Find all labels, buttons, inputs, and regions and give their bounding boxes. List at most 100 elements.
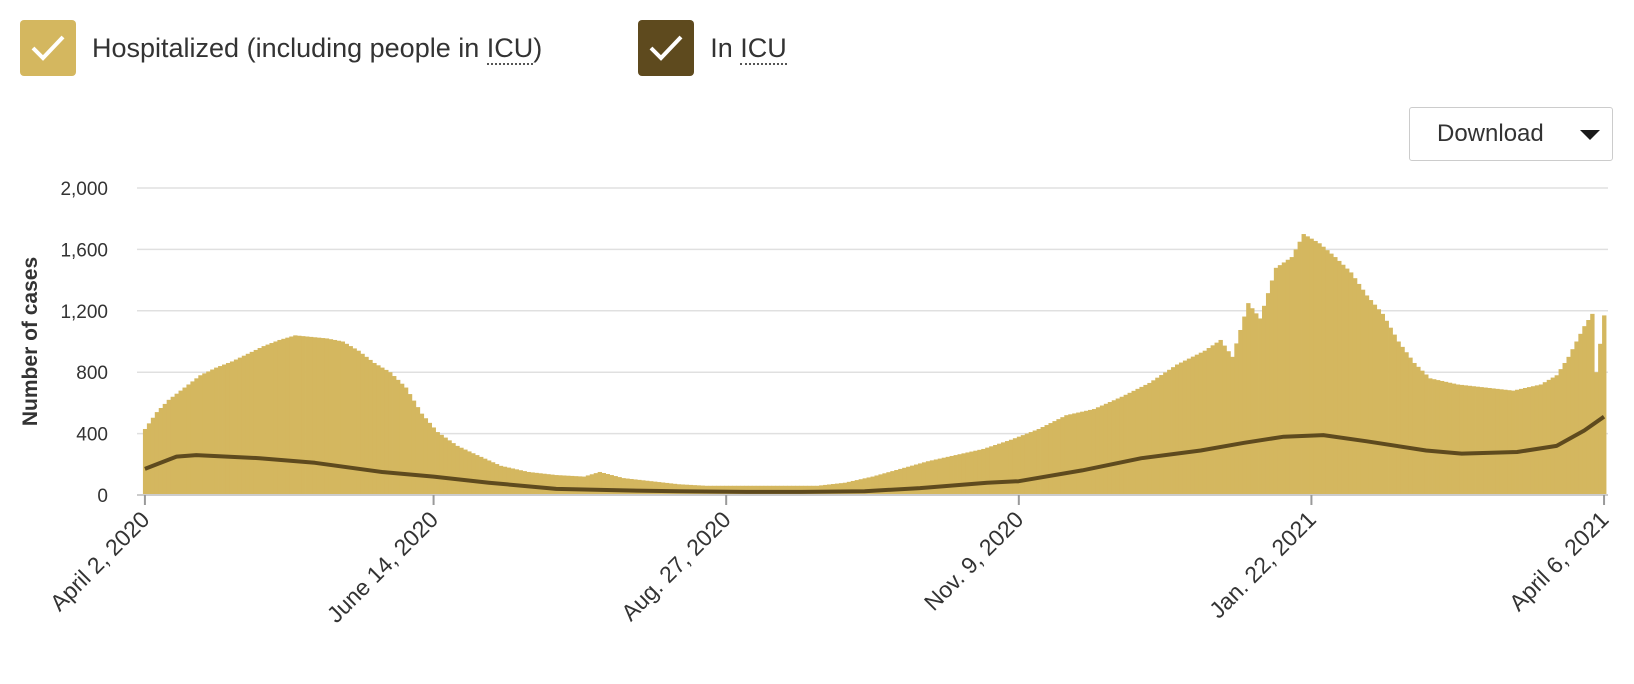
hospitalized-bar	[1341, 264, 1346, 495]
hospitalized-bar	[1206, 348, 1211, 495]
hospitalized-bar	[376, 365, 381, 495]
hospitalized-bar	[206, 371, 211, 495]
hospitalized-bar	[1214, 342, 1219, 495]
hospitalized-bar	[1511, 390, 1516, 495]
hospitalized-bar	[941, 457, 947, 495]
hospitalized-bar	[1048, 423, 1053, 495]
x-tick-label: June 14, 2020	[322, 506, 443, 627]
hospitalized-bar	[846, 481, 852, 495]
hospitalized-bar	[550, 474, 555, 495]
hospitalized-bar	[1163, 372, 1168, 495]
hospitalized-bar	[431, 427, 436, 495]
hospitalized-bar	[1159, 375, 1164, 495]
hospitalized-bar	[653, 481, 658, 495]
hospitalized-bar	[1080, 411, 1085, 495]
hospitalized-bar	[1246, 303, 1251, 495]
hospitalized-bar	[1036, 428, 1041, 495]
hospitalized-bar	[921, 462, 927, 495]
hospitalized-bar	[577, 476, 583, 495]
icu-abbr: ICU	[486, 32, 534, 65]
hospitalized-bar	[336, 340, 342, 495]
hospitalized-bar	[368, 359, 373, 495]
hospitalized-bar	[1348, 272, 1354, 495]
hospitalized-bar	[1368, 300, 1374, 495]
hospitalized-bar	[625, 478, 630, 495]
hospitalized-bar	[597, 471, 603, 495]
hospitalized-bar	[340, 341, 346, 495]
hospitalized-bar	[1479, 387, 1484, 495]
chart-legend: Hospitalized (including people in ICU) I…	[20, 20, 787, 76]
hospitalized-bar	[1586, 320, 1591, 495]
hospitalized-bar	[1400, 346, 1405, 495]
hospitalized-bar	[1182, 360, 1188, 495]
hospitalized-bar	[170, 396, 175, 495]
hospitalized-bar	[1526, 387, 1532, 495]
hospitalized-bar	[293, 335, 298, 495]
download-button[interactable]: Download	[1409, 107, 1613, 161]
hospitalized-bar	[1313, 240, 1318, 495]
hospitalized-bar	[1432, 379, 1437, 495]
hospitalized-bar	[419, 413, 425, 495]
legend-item-hospitalized[interactable]: Hospitalized (including people in ICU)	[20, 20, 542, 76]
hospitalized-bar	[566, 475, 571, 495]
hospitalized-bar	[1562, 362, 1567, 495]
hospitalized-bar	[894, 470, 899, 495]
hospitalized-bar	[1032, 430, 1038, 495]
hospitalized-bar	[198, 375, 203, 495]
hospitalized-bar	[1333, 257, 1338, 495]
hospitalized-bar	[910, 465, 915, 495]
hospitalized-bar	[834, 483, 840, 495]
hospitalized-bar	[186, 384, 191, 495]
hospitalized-bar	[1095, 407, 1101, 495]
hospitalized-bars	[142, 234, 1607, 496]
hospitalized-bar	[1178, 362, 1184, 495]
y-tick-label: 800	[76, 363, 108, 384]
hospitalized-bar	[573, 476, 579, 495]
hospitalized-bar	[1301, 234, 1306, 496]
hospitalized-bar	[1103, 403, 1109, 495]
hospitalized-bar	[660, 482, 666, 495]
hospitalized-bar	[407, 394, 413, 495]
icu-series-line	[144, 415, 1606, 494]
hospitalized-bar	[142, 428, 148, 495]
hospitalized-checkbox[interactable]	[20, 20, 76, 76]
hospitalized-bar	[471, 453, 476, 495]
hospitalized-bar	[356, 350, 361, 495]
hospitalized-bar	[1467, 385, 1472, 495]
hospitalized-bar	[249, 351, 255, 495]
hospitalized-bar	[194, 378, 199, 495]
hospitalized-bar	[538, 473, 543, 495]
hospitalized-bar	[1052, 421, 1057, 495]
hospitalized-bar	[569, 475, 575, 495]
hospitalized-bar	[953, 455, 958, 495]
hospitalized-bar	[957, 454, 962, 495]
hospitalized-bar	[245, 353, 251, 495]
hospitalized-bar	[427, 422, 432, 495]
x-tick-label: April 2, 2020	[45, 506, 155, 616]
hospitalized-bar	[1258, 318, 1263, 495]
hospitalized-bar	[1250, 308, 1255, 495]
hospitalized-bar	[1068, 414, 1073, 495]
hospitalized-bar	[534, 472, 539, 495]
hospitalized-bar	[1143, 384, 1148, 495]
hospitalized-bar	[174, 393, 179, 495]
hospitalized-bar	[870, 476, 875, 495]
icu-checkbox[interactable]	[638, 20, 695, 76]
legend-item-icu[interactable]: In ICU	[638, 20, 787, 76]
hospitalized-bar	[937, 458, 943, 495]
hospitalized-bar	[949, 455, 954, 495]
y-tick-label: 0	[97, 486, 108, 507]
hospitalized-bar	[162, 403, 168, 495]
hospitalized-bar	[455, 445, 460, 495]
y-tick-label: 1,600	[60, 240, 108, 261]
hospitalized-bar	[1171, 367, 1176, 495]
hospitalized-bar	[1008, 439, 1014, 495]
hospitalized-bar	[886, 472, 891, 495]
hospitalized-bar	[237, 357, 243, 495]
hospitalized-bar	[1542, 382, 1548, 495]
hospitalized-bar	[1451, 383, 1457, 495]
hospitalized-bar	[1337, 260, 1342, 495]
hospitalized-bar	[150, 417, 156, 495]
hospitalized-bar	[146, 423, 152, 495]
hospitalized-bar	[1546, 379, 1552, 495]
